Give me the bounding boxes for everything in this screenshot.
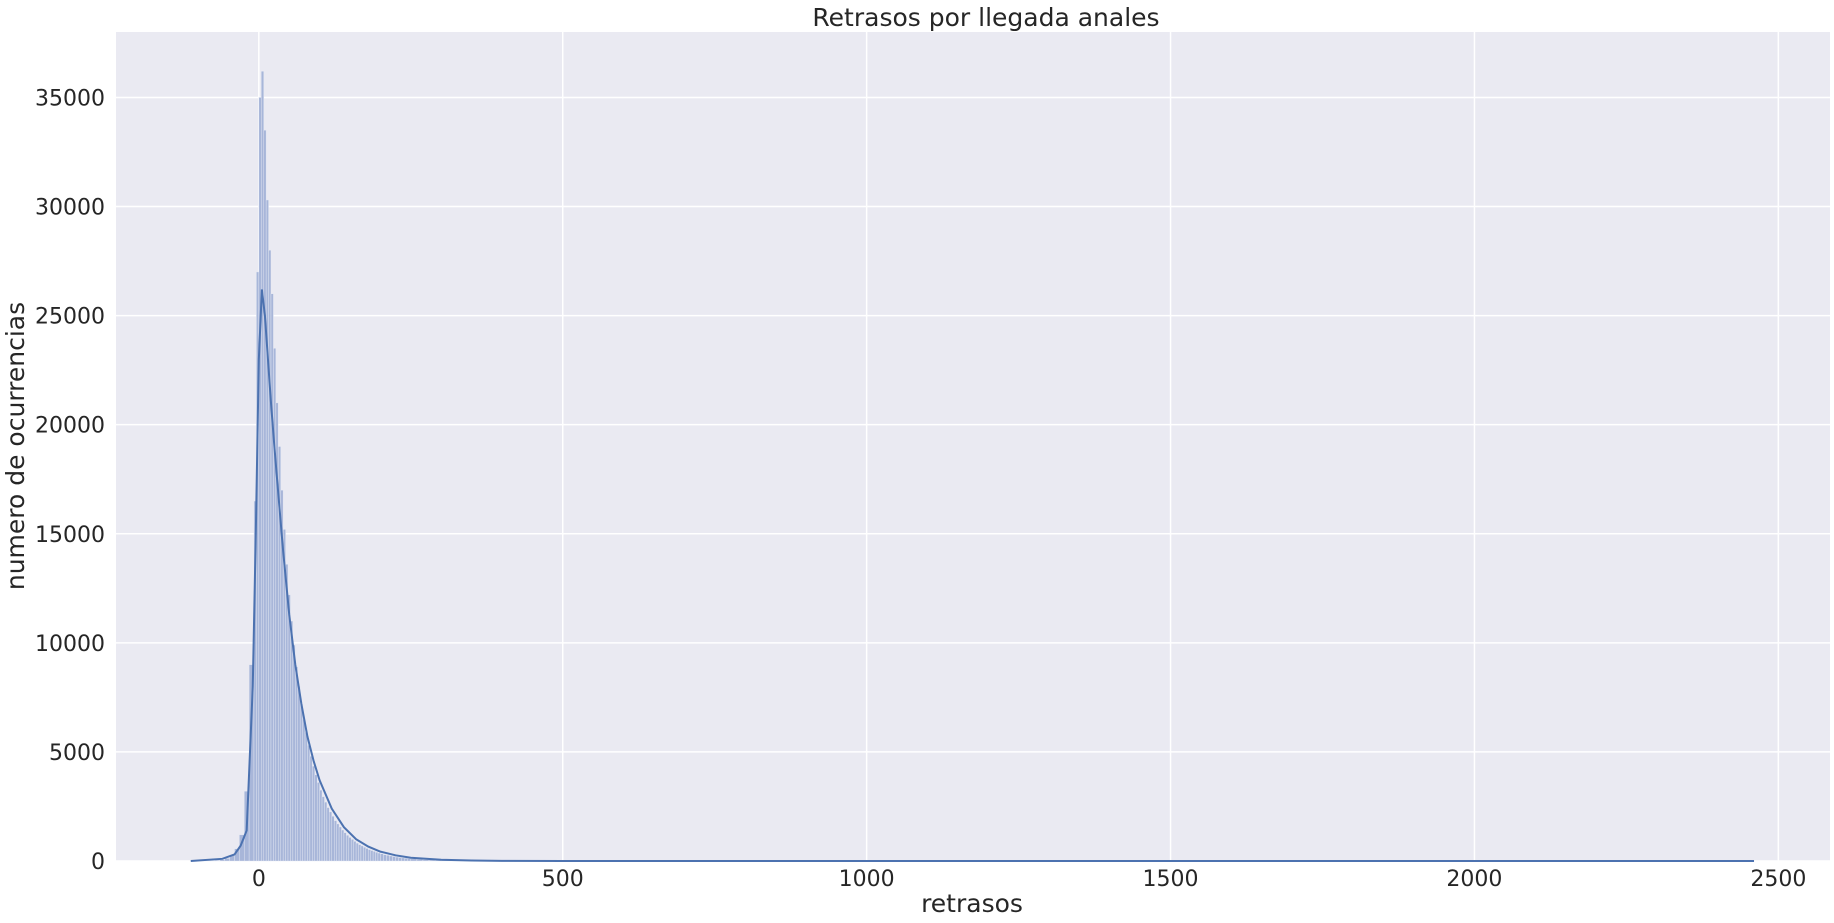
histogram-bar [268, 249, 272, 862]
histogram-bar [377, 852, 381, 862]
histogram-bar [265, 199, 269, 862]
x-tick-label: 2500 [1750, 867, 1806, 892]
x-tick-label: 0 [252, 867, 266, 892]
histogram-bar [287, 594, 291, 862]
histogram-bar [372, 851, 376, 862]
histogram-bar [304, 732, 308, 862]
histogram-bar [410, 858, 418, 862]
histogram-bar [302, 718, 306, 862]
kde-curve [190, 289, 1755, 862]
histogram-bar [360, 845, 364, 862]
histogram-bar [380, 853, 384, 862]
histogram-bar [258, 97, 262, 862]
y-tick-label: 5000 [49, 741, 105, 766]
histogram-bar [326, 807, 330, 862]
histogram-bar [416, 859, 424, 862]
histogram-bar [348, 837, 352, 862]
y-tick-label: 25000 [35, 305, 105, 330]
histogram-bar [297, 686, 301, 862]
grid-lines [116, 32, 1830, 862]
histogram-bar [290, 620, 294, 862]
histogram-bar [368, 849, 371, 862]
histogram-bar [389, 855, 393, 862]
histogram-bar [307, 745, 311, 862]
histogram-bar [292, 644, 296, 862]
y-tick-label: 10000 [35, 632, 105, 657]
histogram-bar [401, 857, 405, 862]
histogram-bar [370, 850, 374, 862]
histogram-bar [338, 826, 342, 862]
histogram-bar [375, 852, 379, 862]
histogram-bar [358, 844, 362, 862]
histogram-bar [343, 832, 347, 862]
y-axis-ticks: 0 5000 10000 15000 20000 25000 30000 35000 [35, 86, 105, 875]
histogram-bar [404, 858, 408, 862]
y-tick-label: 0 [91, 850, 105, 875]
histogram-bar [392, 856, 396, 862]
histogram-bar [383, 854, 387, 862]
histogram-bars [190, 71, 651, 862]
y-tick-label: 35000 [35, 86, 105, 111]
histogram-bar [386, 855, 390, 862]
histogram-bar [395, 856, 399, 862]
histogram-bar [314, 774, 318, 862]
x-tick-label: 1000 [839, 867, 895, 892]
histogram-bar [312, 765, 315, 862]
x-tick-label: 1500 [1143, 867, 1199, 892]
histogram-bar [224, 858, 230, 862]
histogram-bar [316, 782, 320, 862]
histogram-bar [363, 847, 367, 862]
histogram-bar [273, 348, 277, 862]
y-axis-title: numero de ocurrencias [1, 302, 30, 590]
histogram-bar [341, 829, 345, 862]
plot-background [116, 32, 1830, 861]
histogram-bar [261, 71, 264, 862]
x-tick-label: 2000 [1446, 867, 1502, 892]
histogram-bar [299, 703, 303, 862]
histogram-bar [285, 564, 289, 862]
y-tick-label: 30000 [35, 196, 105, 221]
chart-title: Retrasos por llegada anales [812, 3, 1159, 32]
histogram-bar [331, 816, 335, 862]
histogram-bar [324, 801, 328, 862]
histogram-bar [321, 796, 325, 862]
x-axis-ticks: 0 500 1000 1500 2000 2500 [252, 867, 1807, 892]
histogram-bar [309, 756, 313, 862]
histogram-bar [353, 841, 357, 862]
histogram-bar [365, 848, 369, 862]
histogram-bar [270, 293, 274, 862]
x-tick-label: 500 [542, 867, 584, 892]
x-axis-title: retrasos [921, 889, 1023, 918]
histogram-bar [398, 857, 402, 862]
histogram-bar [295, 666, 298, 862]
histogram-bar [263, 129, 267, 862]
histogram-bar [407, 858, 411, 862]
histogram-bar [355, 842, 359, 862]
histogram-bar [214, 860, 221, 862]
histogram-bar [336, 823, 340, 862]
histogram-bar [329, 811, 332, 862]
histogram-bar [319, 789, 323, 862]
histogram-bar [334, 820, 337, 862]
y-tick-label: 20000 [35, 414, 105, 439]
histogram-bar [351, 839, 354, 862]
histogram-bar [346, 835, 349, 862]
y-tick-label: 15000 [35, 523, 105, 548]
kde-curve-group [190, 289, 1755, 862]
